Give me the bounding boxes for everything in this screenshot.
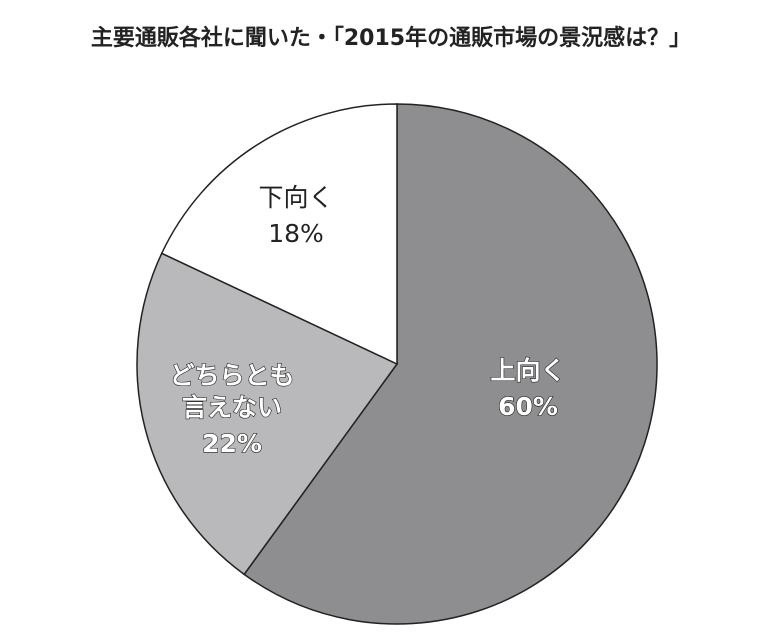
slice-value-label: 22% (201, 428, 262, 458)
slice-label: 上向く (490, 355, 566, 385)
slice-value-label: 60% (497, 391, 558, 421)
pie-slice (160, 103, 398, 366)
chart-title: 主要通販各社に聞いた・「2015年の通販市場の景況感は？」 (90, 26, 692, 51)
slice-label: どちらとも 言えない (169, 360, 295, 422)
slice-label: 下向く (258, 183, 334, 212)
slice-value-label: 18% (268, 219, 324, 248)
pie-slice (243, 103, 658, 625)
